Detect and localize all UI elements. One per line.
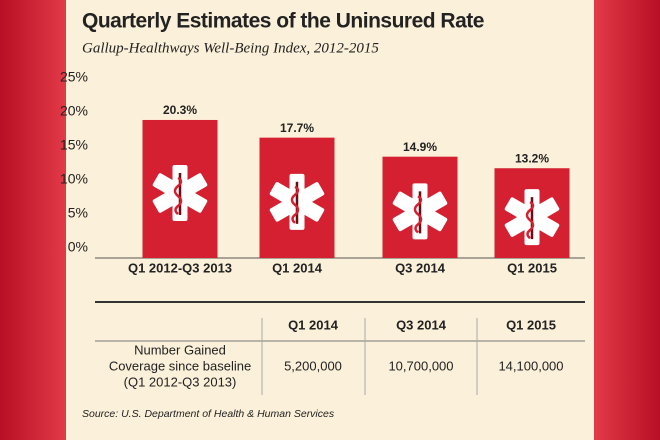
chart-title: Quarterly Estimates of the Uninsured Rat… — [82, 10, 484, 33]
x-tick-label: Q1 2014 — [272, 260, 323, 275]
value-label: 14.9% — [403, 140, 437, 154]
background-left — [0, 0, 66, 440]
icon-snake — [525, 201, 535, 240]
y-tick-label: 15% — [60, 137, 88, 153]
table-cell: 5,200,000 — [284, 358, 342, 373]
value-label: 13.2% — [515, 151, 549, 165]
y-tick-label: 10% — [60, 171, 88, 187]
row-label: Number Gained — [134, 342, 226, 357]
table-cell: 14,100,000 — [498, 358, 563, 373]
star-of-life-icon — [269, 173, 325, 230]
value-label: 20.3% — [163, 103, 197, 117]
row-label: (Q1 2012-Q3 2013) — [124, 374, 237, 389]
star-of-life-icon — [392, 183, 448, 240]
source: Source: U.S. Department of Health & Huma… — [82, 408, 335, 420]
star-of-life-icon — [152, 164, 208, 221]
icon-snake — [173, 176, 183, 215]
x-tick-label: Q1 2012-Q3 2013 — [128, 260, 232, 275]
y-tick-label: 20% — [60, 103, 88, 119]
y-tick-label: 25% — [60, 69, 88, 85]
table-header: Q3 2014 — [396, 317, 447, 332]
x-tick-label: Q1 2015 — [507, 260, 557, 275]
x-tick-label: Q3 2014 — [395, 260, 446, 275]
table-header: Q1 2014 — [288, 317, 339, 332]
row-label: Coverage since baseline — [109, 358, 251, 373]
y-tick-label: 0% — [68, 239, 88, 255]
icon-snake — [290, 185, 300, 224]
table-cell: 10,700,000 — [388, 358, 453, 373]
star-of-life-icon — [504, 189, 560, 246]
icon-snake — [413, 195, 423, 234]
y-tick-label: 5% — [68, 205, 88, 221]
value-label: 17.7% — [280, 121, 314, 135]
chart-subtitle: Gallup-Healthways Well-Being Index, 2012… — [82, 40, 379, 56]
background-right — [594, 0, 660, 440]
table-header: Q1 2015 — [506, 317, 556, 332]
